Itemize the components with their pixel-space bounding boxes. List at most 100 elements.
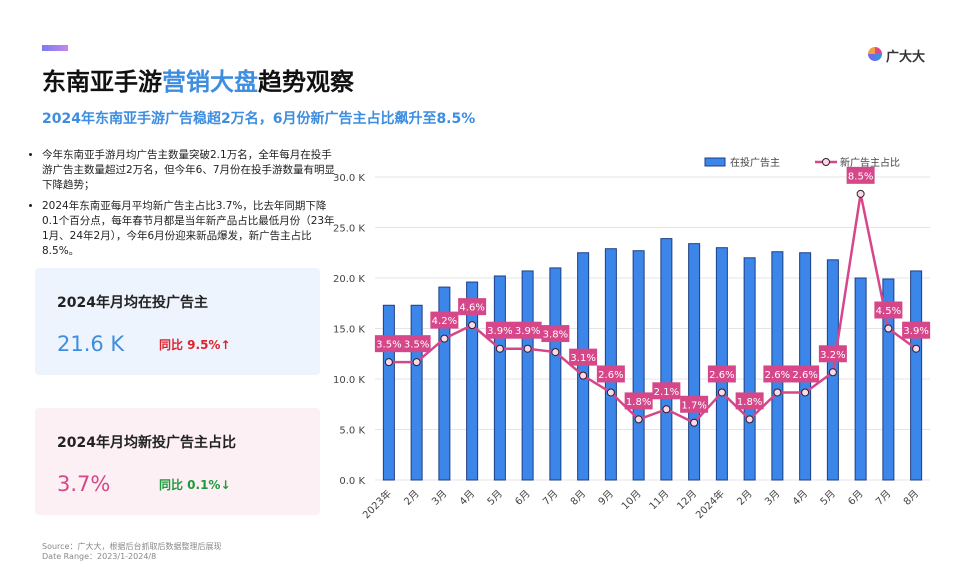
data-label-box xyxy=(513,321,542,339)
line-point xyxy=(606,388,615,397)
x-tick-label: 4月 xyxy=(457,488,477,508)
bar xyxy=(632,250,645,481)
data-label: 3.1% xyxy=(570,353,595,364)
y-tick-label: 30.0 K xyxy=(333,173,365,184)
data-label: 3.9% xyxy=(903,326,928,337)
data-label: 2.6% xyxy=(765,370,790,381)
bar xyxy=(438,286,451,481)
data-label: 2.6% xyxy=(709,370,734,381)
title-part: 营销大盘 xyxy=(162,68,258,96)
x-tick-label: 5月 xyxy=(485,488,505,508)
bar xyxy=(466,281,479,481)
data-label-box xyxy=(458,298,487,316)
x-tick-label: 5月 xyxy=(818,488,838,508)
data-label: 3.8% xyxy=(543,330,568,341)
data-label-box xyxy=(707,365,736,383)
source: Source：广大大，根据后台抓取后数据整理后展现 xyxy=(42,542,222,551)
data-label: 2.1% xyxy=(654,387,679,398)
line-point xyxy=(690,418,699,427)
line-point xyxy=(634,415,643,424)
footer: Source：广大大，根据后台抓取后数据整理后展现 Date Range：2023… xyxy=(42,542,221,562)
title-part: 趋势观察 xyxy=(258,68,354,96)
data-label-box xyxy=(652,382,681,400)
y-tick-label: 10.0 K xyxy=(333,375,365,386)
data-label-box xyxy=(846,166,875,184)
bar xyxy=(715,247,728,481)
bullet: 2024年东南亚每月平均新广告主占比3.7%，比去年同期下降0.1个百分点，每年… xyxy=(42,199,338,259)
title-part: 东南亚手游 xyxy=(42,68,162,96)
data-label-box xyxy=(596,365,625,383)
data-label-box xyxy=(569,348,598,366)
x-tick-label: 8月 xyxy=(568,488,588,508)
card: 2024年月均在投广告主 21.6 K 同比 9.5%↑ xyxy=(35,268,320,375)
bar xyxy=(660,238,673,481)
data-label: 4.5% xyxy=(876,306,901,317)
card-title: 2024年月均在投广告主 xyxy=(57,295,208,311)
bar xyxy=(382,304,395,481)
data-label: 1.8% xyxy=(626,397,651,408)
x-tick-label: 7月 xyxy=(873,488,893,508)
x-tick-label: 3月 xyxy=(762,488,782,508)
line-point xyxy=(856,189,865,198)
line-point xyxy=(717,388,726,397)
data-label-box xyxy=(763,365,792,383)
line-point xyxy=(440,334,449,343)
x-tick-label: 4月 xyxy=(790,488,810,508)
title: 东南亚手游营销大盘趋势观察 xyxy=(42,62,354,97)
data-label-box xyxy=(430,311,459,329)
line-point xyxy=(579,371,588,380)
bullet: 今年东南亚手游月均广告主数量突破2.1万名，全年每月在投手游广告主数量超过2万名… xyxy=(42,148,338,193)
data-label: 1.7% xyxy=(681,400,706,411)
data-label: 1.8% xyxy=(737,397,762,408)
data-label: 4.2% xyxy=(432,316,457,327)
data-label-box xyxy=(680,395,709,413)
legend-swatch xyxy=(822,158,830,166)
x-tick-label: 2024年 xyxy=(693,487,727,521)
x-tick-label: 2023年 xyxy=(360,487,394,521)
data-label: 3.5% xyxy=(404,340,429,351)
card: 2024年月均新投广告主占比 3.7% 同比 0.1%↓ xyxy=(35,408,320,515)
data-label: 3.2% xyxy=(820,350,845,361)
legend-label: 新广告主占比 xyxy=(840,156,900,169)
line xyxy=(388,193,917,425)
legend-label: 在投广告主 xyxy=(730,156,780,169)
line-point xyxy=(745,415,754,424)
data-label: 3.9% xyxy=(515,326,540,337)
data-label-box xyxy=(735,392,764,410)
line-point xyxy=(773,388,782,397)
logo-text: 广大大 xyxy=(886,50,926,65)
line-point xyxy=(468,321,477,330)
line-point xyxy=(912,344,921,353)
data-label: 3.9% xyxy=(487,326,512,337)
y-tick-label: 25.0 K xyxy=(333,224,365,235)
line-point xyxy=(495,344,504,353)
bar xyxy=(882,278,895,481)
x-tick-label: 9月 xyxy=(596,488,616,508)
data-label: 8.5% xyxy=(848,171,873,182)
line-point xyxy=(523,344,532,353)
x-tick-label: 6月 xyxy=(513,488,533,508)
legend-swatch xyxy=(704,157,726,167)
data-label: 2.6% xyxy=(792,370,817,381)
card-value: 3.7% xyxy=(57,472,111,496)
card-title: 2024年月均新投广告主占比 xyxy=(57,435,236,451)
line-point xyxy=(828,368,837,377)
x-tick-label: 2月 xyxy=(735,488,755,508)
x-tick-label: 7月 xyxy=(540,488,560,508)
x-tick-label: 12月 xyxy=(675,488,700,513)
data-label-box xyxy=(874,301,903,319)
bar xyxy=(493,275,506,481)
x-tick-label: 6月 xyxy=(846,488,866,508)
subtitle: 2024年东南亚手游广告稳超2万名，6月份新广告主占比飙升至8.5% xyxy=(42,111,476,127)
line-point xyxy=(384,358,393,367)
data-label-box xyxy=(791,365,820,383)
x-tick-label: 2月 xyxy=(402,488,422,508)
y-tick-label: 0.0 K xyxy=(339,476,365,487)
line-point xyxy=(884,324,893,333)
line-point xyxy=(551,348,560,357)
x-tick-label: 8月 xyxy=(901,488,921,508)
data-label-box xyxy=(402,335,431,353)
bar xyxy=(549,267,562,481)
card-value: 21.6 K xyxy=(57,332,125,356)
